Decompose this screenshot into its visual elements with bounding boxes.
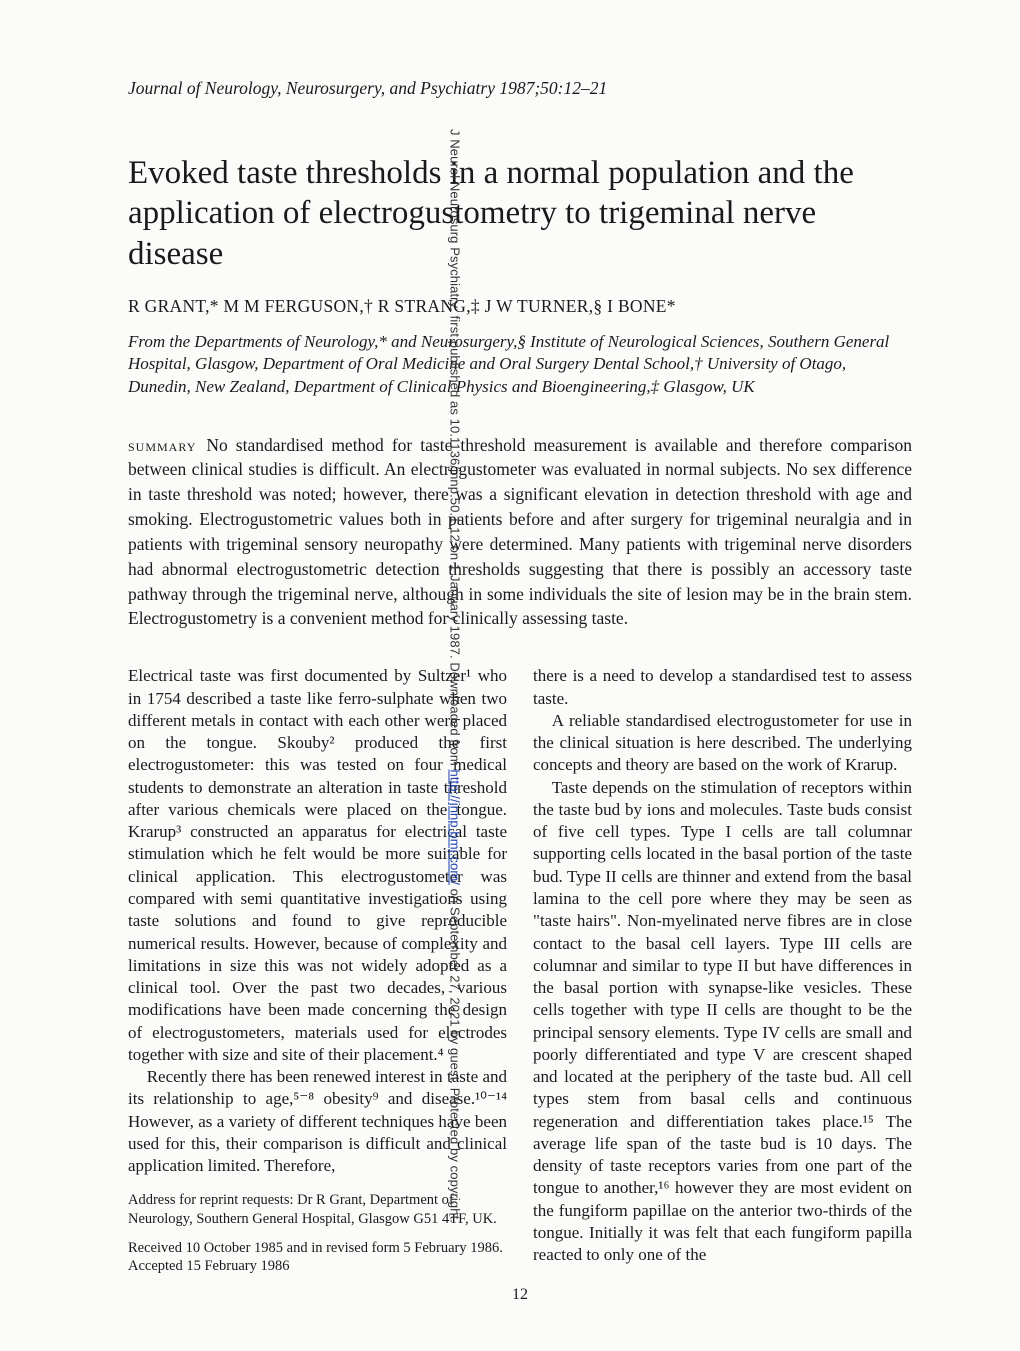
page-number: 12 [128,1286,912,1304]
watermark-suffix: on September 27, 2021 by guest. Protecte… [448,884,463,1222]
summary-text: No standardised method for taste thresho… [128,435,912,629]
author-list: R GRANT,* M M FERGUSON,† R STRANG,‡ J W … [128,296,912,317]
right-column: there is a need to develop a standardise… [533,665,912,1275]
journal-reference: Journal of Neurology, Neurosurgery, and … [128,78,912,99]
article-title: Evoked taste thresholds in a normal popu… [128,153,912,274]
watermark-link[interactable]: http://jnnp.bmj.com/ [448,769,463,884]
body-paragraph: A reliable standardised electrogustomete… [533,710,912,777]
body-paragraph: there is a need to develop a standardise… [533,665,912,710]
body-paragraph: Taste depends on the stimulation of rece… [533,777,912,1267]
body-columns: Electrical taste was first documented by… [128,665,912,1275]
summary-lead: summary [128,435,196,455]
watermark-prefix: J Neurol Neurosurg Psychiatry: first pub… [448,129,463,770]
download-watermark: J Neurol Neurosurg Psychiatry: first pub… [448,129,463,1223]
summary-block: summaryNo standardised method for taste … [128,433,912,632]
received-dates: Received 10 October 1985 and in revised … [128,1239,507,1276]
affiliations: From the Departments of Neurology,* and … [128,331,912,399]
